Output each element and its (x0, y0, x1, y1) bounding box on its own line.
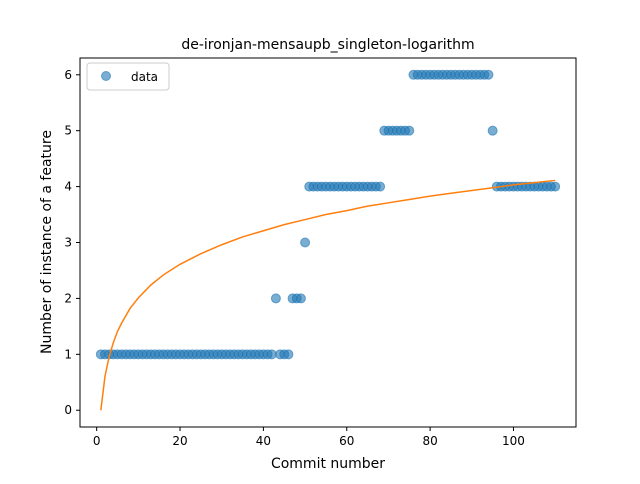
data-point (300, 237, 311, 248)
x-tick-label: 60 (339, 434, 354, 448)
x-tick-label: 20 (172, 434, 187, 448)
data-point (550, 181, 561, 192)
y-axis-label: Number of instance of a feature (39, 130, 55, 354)
plot-area (95, 69, 561, 411)
data-point (483, 69, 494, 80)
y-tick-label: 4 (64, 180, 72, 194)
y-tick-label: 0 (64, 403, 72, 417)
x-tick-label: 0 (93, 434, 101, 448)
data-point (295, 293, 306, 304)
data-point (404, 125, 415, 136)
data-point (266, 349, 277, 360)
y-tick-label: 2 (64, 291, 72, 305)
axes: 0 20 40 60 80 100 0 1 2 3 4 5 6 (64, 57, 577, 448)
y-tick-label: 6 (64, 68, 72, 82)
y-tick-label: 1 (64, 347, 72, 361)
data-point (375, 181, 386, 192)
legend-frame (86, 62, 170, 91)
legend-label-data: data (131, 70, 158, 84)
data-point (270, 293, 281, 304)
y-tick-label: 5 (64, 124, 72, 138)
x-tick-label: 80 (422, 434, 437, 448)
x-axis-label: Commit number (271, 456, 385, 472)
chart-title: de-ironjan-mensaupb_singleton-logarithm (181, 37, 474, 53)
y-tick-label: 3 (64, 236, 72, 250)
log-fit-line (100, 179, 556, 411)
legend-marker-data (101, 71, 111, 81)
legend: data (86, 62, 170, 91)
data-point (487, 125, 498, 136)
data-point (283, 349, 294, 360)
x-tick-label: 100 (502, 434, 525, 448)
x-tick-label: 40 (256, 434, 271, 448)
